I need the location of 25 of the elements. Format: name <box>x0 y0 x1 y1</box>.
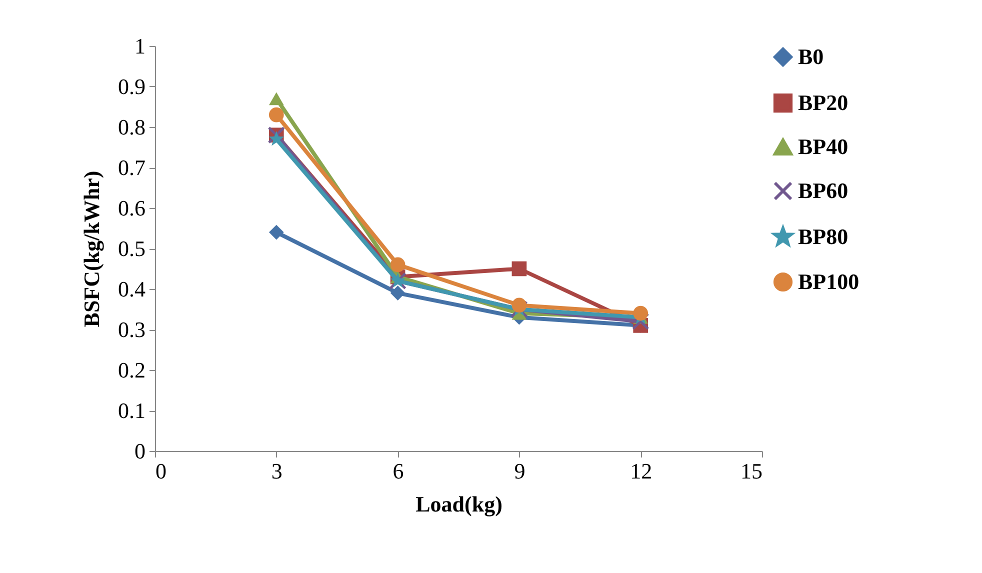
legend-label: BP60 <box>798 178 848 203</box>
x-tick-label: 15 <box>740 458 762 484</box>
legend-label: BP20 <box>798 90 848 115</box>
x-tick-label: 6 <box>392 458 404 484</box>
y-tick-label: 0.8 <box>118 114 146 140</box>
y-tick-label: 0.3 <box>118 317 146 342</box>
legend-label: BP100 <box>798 269 860 294</box>
legend-label: BP80 <box>798 224 848 249</box>
x-tick-label: 9 <box>514 458 526 484</box>
y-tick-label: 0 <box>134 438 146 464</box>
y-tick-label: 0.7 <box>118 155 146 180</box>
legend-label: B0 <box>798 44 824 69</box>
legend-label: BP40 <box>798 134 848 159</box>
x-tick-label: 0 <box>156 458 166 484</box>
y-axis-title: BSFC(kg/kWhr) <box>79 170 104 328</box>
x-tick-label: 12 <box>630 458 652 484</box>
y-tick-label: 0.5 <box>118 236 146 261</box>
y-tick-label: 0.6 <box>118 196 146 220</box>
x-axis-title: Load(kg) <box>416 492 502 516</box>
y-tick-label: 0.2 <box>118 358 146 382</box>
y-tick-label: 1 <box>134 34 146 58</box>
y-tick-label: 0.1 <box>118 398 146 423</box>
x-tick-label: 3 <box>271 458 282 484</box>
y-tick-label: 0.9 <box>118 74 146 99</box>
y-tick-label: 0.4 <box>118 276 146 302</box>
